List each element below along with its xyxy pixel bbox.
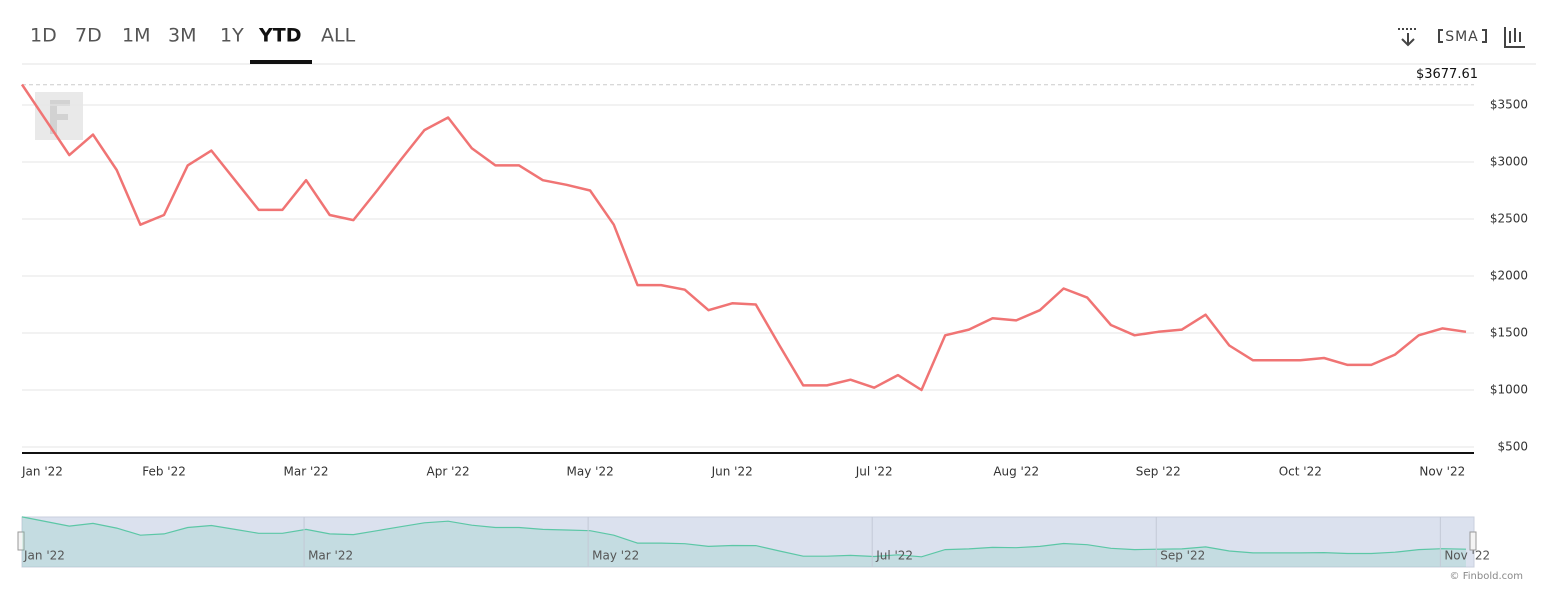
y-tick-label: $3500 — [1490, 97, 1528, 111]
price-line — [20, 83, 1467, 392]
x-tick-label: Aug '22 — [993, 465, 1039, 479]
x-tick-label: Nov '22 — [1419, 465, 1465, 479]
navigator-label: Jul '22 — [875, 549, 913, 563]
sma-brackets[interactable] — [1438, 29, 1487, 43]
x-tick-label: Mar '22 — [284, 465, 329, 479]
x-tick-label: Jan '22 — [21, 465, 63, 479]
range-button[interactable]: ALL — [321, 25, 356, 47]
download-icon[interactable] — [1398, 28, 1418, 47]
navigator-area — [22, 516, 1466, 567]
navigator-handle[interactable] — [17, 531, 25, 551]
navigator-label: Sep '22 — [1160, 549, 1205, 563]
logo-mark — [50, 100, 70, 134]
x-tick-label: Jul '22 — [855, 465, 893, 479]
x-tick-label: Feb '22 — [142, 465, 186, 479]
y-tick-label: $3000 — [1490, 154, 1528, 168]
range-button[interactable]: 1Y — [220, 25, 244, 47]
y-tick-label: $500 — [1497, 439, 1528, 453]
x-tick-label: Sep '22 — [1136, 465, 1181, 479]
indicator-button[interactable]: SMA — [1445, 29, 1479, 45]
navigator-label: Jan '22 — [23, 549, 65, 563]
navigator-label: May '22 — [592, 549, 639, 563]
x-tick-label: Jun '22 — [711, 465, 753, 479]
navigator-handle[interactable] — [1469, 531, 1477, 551]
y-tick-label: $2500 — [1490, 211, 1528, 225]
y-tick-label: $1500 — [1490, 325, 1528, 339]
navigator-label: Nov '22 — [1444, 549, 1490, 563]
range-button[interactable]: 3M — [168, 25, 196, 47]
credit: © Finbold.com — [1450, 571, 1523, 582]
navigator-line — [21, 516, 1467, 558]
range-button[interactable]: 7D — [75, 25, 102, 47]
y-tick-label: $2000 — [1490, 268, 1528, 282]
range-button[interactable]: YTD — [258, 25, 302, 47]
range-button[interactable]: 1D — [30, 25, 57, 47]
x-tick-label: May '22 — [567, 465, 614, 479]
y-tick-label: $1000 — [1490, 382, 1528, 396]
x-tick-label: Oct '22 — [1279, 465, 1322, 479]
active-underline — [250, 60, 312, 64]
reference-label: $3677.61 — [1416, 67, 1478, 82]
navigator-label: Mar '22 — [308, 549, 353, 563]
range-button[interactable]: 1M — [122, 25, 150, 47]
candle-icon[interactable] — [1504, 27, 1525, 48]
x-tick-label: Apr '22 — [427, 465, 470, 479]
